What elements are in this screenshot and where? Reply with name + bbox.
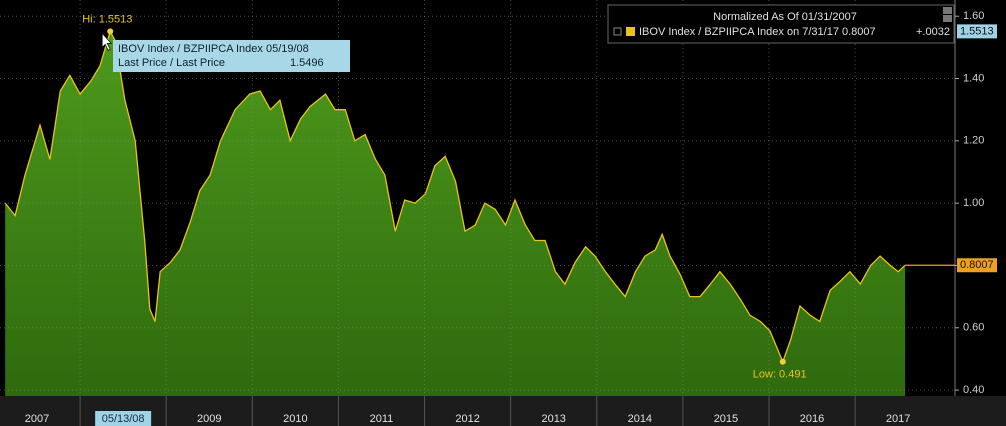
y-tick-label: 1.40 [963, 72, 984, 84]
y-tick-label: 1.00 [963, 197, 984, 209]
x-tick-label: 2010 [283, 413, 307, 425]
high-label: Hi: 1.5513 [82, 13, 132, 25]
legend-expand [613, 27, 622, 36]
tooltip: IBOV Index / BZPIIPCA Index 05/19/08 Last… [113, 40, 350, 72]
y-tick-label: 0.60 [963, 322, 984, 334]
legend-box [607, 4, 955, 44]
price-tag [957, 24, 997, 39]
x-tick-label: 2015 [714, 413, 738, 425]
legend-scroll-down[interactable] [943, 15, 952, 22]
legend-entry: IBOV Index / BZPIIPCA Index on 7/31/17 0… [639, 26, 876, 38]
y-tick-label: 0.40 [963, 384, 984, 396]
tooltip-label: Last Price / Last Price [118, 57, 225, 69]
x-tick-label: 2012 [455, 413, 479, 425]
tooltip-box [113, 40, 350, 72]
area-line [4, 29, 906, 364]
x-tick-label: 05/13/08 [102, 413, 145, 425]
x-tick-label: 2011 [370, 413, 394, 425]
y-tick-label: 1.60 [963, 10, 984, 22]
tooltip-value: 1.5496 [290, 57, 324, 69]
high-marker [107, 28, 114, 35]
x-tick-label: 2007 [25, 413, 49, 425]
x-tick-label: 2013 [541, 413, 565, 425]
legend-swatch [626, 27, 635, 36]
x-axis-strip [0, 396, 1006, 426]
x-tick-label: 2009 [197, 413, 221, 425]
x-tick-label: 2014 [628, 413, 652, 425]
price-tag-label: 1.5513 [960, 25, 994, 37]
low-marker [779, 358, 786, 365]
price-tag-label: 0.8007 [960, 259, 994, 271]
legend-title: Normalized As Of 01/31/2007 [713, 11, 857, 23]
tooltip-title: IBOV Index / BZPIIPCA Index 05/19/08 [118, 43, 309, 55]
legend-scroll-up[interactable] [943, 7, 952, 14]
x-tick-highlight [95, 411, 152, 426]
cursor-icon [101, 32, 113, 51]
y-tick-label: 1.20 [963, 135, 984, 147]
legend: Normalized As Of 01/31/2007 IBOV Index / … [607, 4, 955, 44]
legend-change: +.0032 [916, 26, 950, 38]
low-label: Low: 0.491 [753, 369, 807, 381]
x-tick-label: 2016 [800, 413, 824, 425]
area-fill [5, 31, 906, 397]
x-tick-label: 2017 [886, 413, 910, 425]
price-tag [957, 258, 997, 273]
